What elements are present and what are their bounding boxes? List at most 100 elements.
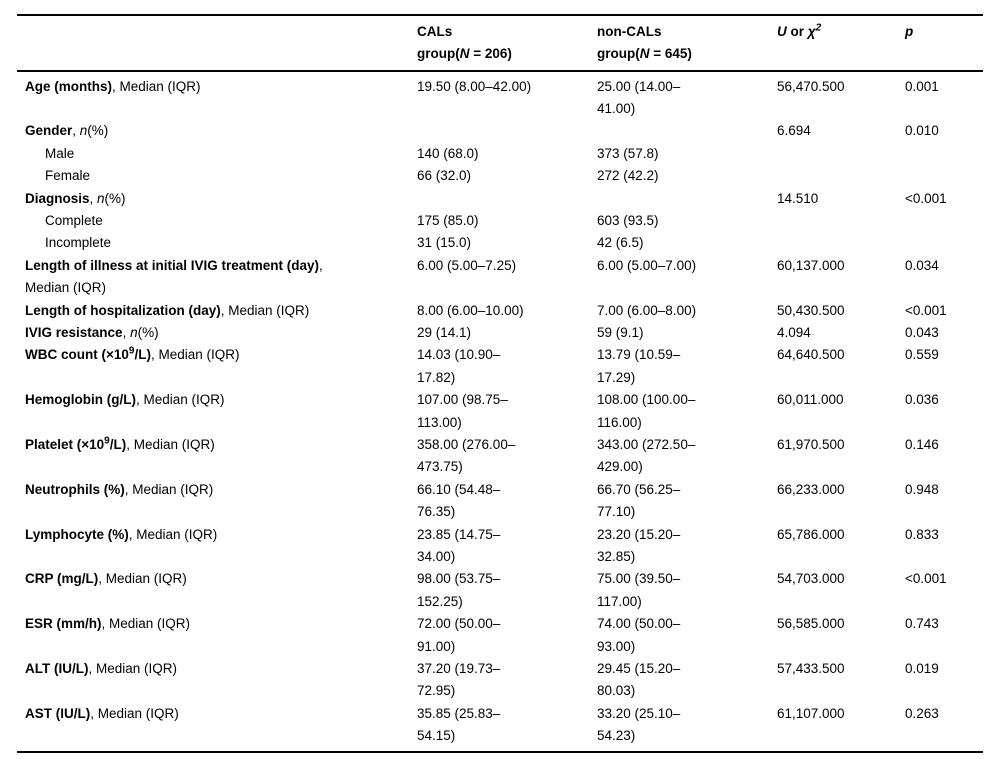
cell-u_chi2 (769, 165, 897, 187)
table-row: Diagnosis, n(%) 14.510 <0.001 (17, 188, 983, 210)
cell-cals: 98.00 (53.75– 152.25) (417, 571, 501, 609)
cell-cals: 19.50 (8.00–42.00) (417, 78, 532, 94)
text-segment: , Median (IQR) (128, 526, 218, 542)
cell-non_cals: 74.00 (50.00– 93.00) (597, 616, 681, 654)
row-label: Female (17, 165, 409, 187)
text-segment: Incomplete (45, 235, 112, 251)
cell-cals: 175 (85.0) (417, 212, 479, 228)
table-row: Platelet (×109/L), Median (IQR) 358.00 (2… (17, 434, 983, 479)
cell-non_cals: 343.00 (272.50– 429.00) (597, 437, 696, 475)
text-segment: non-CALs group( (597, 24, 662, 61)
text-segment: Hemoglobin (g/L) (25, 392, 136, 408)
row-label: IVIG resistance, n(%) (17, 322, 409, 344)
row-label: Complete (17, 210, 409, 232)
row-label: WBC count (×109/L), Median (IQR) (17, 344, 409, 389)
cell-cals: 72.00 (50.00– 91.00) (417, 616, 501, 654)
text-segment: , Median (IQR) (124, 481, 214, 497)
table-header: CALs group(N = 206) non-CALs group(N = 64… (17, 15, 983, 71)
row-label: Lymphocyte (%), Median (IQR) (17, 524, 409, 569)
cell-u_chi2: 50,430.500 (777, 302, 845, 318)
text-segment: , (72, 123, 80, 139)
text-segment: Age (months) (25, 78, 112, 94)
cell-non_cals: 108.00 (100.00– 116.00) (597, 392, 696, 430)
cell-u_chi2: 57,433.500 (777, 661, 845, 677)
cell-u_chi2 (769, 143, 897, 165)
cell-cals: 8.00 (6.00–10.00) (417, 302, 524, 318)
text-segment: , Median (IQR) (98, 571, 187, 587)
text-segment: , Median (IQR) (135, 392, 225, 408)
cell-cals: 23.85 (14.75– 34.00) (417, 526, 501, 565)
row-label: Neutrophils (%), Median (IQR) (17, 479, 409, 524)
cell-p: 0.010 (905, 123, 939, 139)
cell-p (897, 165, 983, 187)
cell-non_cals: 59 (9.1) (597, 324, 644, 340)
text-segment: (%) (137, 324, 159, 340)
text-segment: Male (45, 145, 75, 161)
cell-u_chi2: 60,011.000 (777, 392, 844, 408)
cell-cals: 37.20 (19.73– 72.95) (417, 661, 501, 699)
table-row: Neutrophils (%), Median (IQR) 66.10 (54.4… (17, 479, 983, 524)
cell-p: 0.833 (905, 526, 939, 542)
cell-non_cals: 75.00 (39.50– 117.00) (597, 571, 681, 609)
text-segment: Length of hospitalization (day) (25, 302, 221, 318)
cell-u_chi2: 61,107.000 (777, 705, 845, 721)
text-segment: IVIG resistance (25, 324, 123, 340)
text-segment: = 645) (649, 46, 692, 61)
table-row: IVIG resistance, n(%) 29 (14.1) 59 (9.1) 4.… (17, 322, 983, 344)
text-segment: , Median (IQR) (88, 661, 178, 677)
table-row: AST (IU/L), Median (IQR) 35.85 (25.83– 54… (17, 703, 983, 752)
text-segment: Female (45, 168, 91, 184)
cell-u_chi2 (769, 232, 897, 254)
cell-p (897, 210, 983, 232)
cell-non_cals: 272 (42.2) (597, 168, 659, 184)
text-segment: n (79, 123, 88, 139)
cell-cals: 35.85 (25.83– 54.15) (417, 705, 501, 744)
cell-u_chi2: 64,640.500 (777, 347, 845, 363)
cell-p: 0.019 (905, 661, 939, 677)
table-row: Age (months), Median (IQR) 19.50 (8.00–42… (17, 71, 983, 121)
row-label: Length of hospitalization (day), Median … (17, 300, 409, 322)
table-row: Male 140 (68.0) 373 (57.8) (17, 143, 983, 165)
row-label: Age (months), Median (IQR) (17, 71, 409, 121)
table-row: Length of illness at initial IVIG treatm… (17, 255, 983, 300)
cell-cals: 6.00 (5.00–7.25) (417, 257, 517, 273)
text-segment: , Median (IQR) (101, 616, 191, 632)
text-segment: , Median (IQR) (25, 257, 323, 296)
cell-cals: 66.10 (54.48– 76.35) (417, 481, 501, 520)
cell-p: 0.034 (905, 257, 939, 273)
text-segment: Neutrophils (%) (25, 481, 125, 497)
text-segment: or (786, 24, 808, 39)
cell-p: <0.001 (905, 302, 947, 318)
text-segment: Lymphocyte (%) (25, 526, 129, 542)
cell-p: 0.001 (905, 78, 939, 94)
cell-cals: 31 (15.0) (417, 235, 472, 251)
text-segment: 2 (815, 22, 822, 34)
text-segment: CRP (mg/L) (25, 571, 99, 587)
header-cals: CALs group(N = 206) (409, 15, 589, 71)
text-segment: (%) (87, 123, 109, 139)
text-segment: χ (807, 24, 816, 39)
cell-non_cals: 6.00 (5.00–7.00) (597, 257, 697, 273)
cell-cals: 14.03 (10.90– 17.82) (417, 347, 501, 385)
table-row: Lymphocyte (%), Median (IQR) 23.85 (14.75… (17, 524, 983, 569)
text-segment: p (905, 24, 914, 39)
cell-non_cals (589, 120, 769, 142)
cell-non_cals: 373 (57.8) (597, 145, 659, 161)
text-segment: Complete (45, 212, 103, 228)
text-segment: , Median (IQR) (126, 437, 215, 452)
text-segment: n (130, 324, 138, 340)
cell-u_chi2: 66,233.000 (777, 481, 845, 497)
text-segment: N (639, 46, 650, 61)
header-non_cals: non-CALs group(N = 645) (589, 15, 769, 71)
text-segment: 9 (128, 345, 135, 357)
cell-non_cals: 7.00 (6.00–8.00) (597, 302, 697, 318)
row-label: Diagnosis, n(%) (17, 188, 409, 210)
text-segment: Diagnosis (25, 190, 90, 206)
cell-p: 0.948 (905, 481, 939, 497)
cell-non_cals: 66.70 (56.25– 77.10) (597, 481, 681, 520)
cell-non_cals: 13.79 (10.59– 17.29) (597, 347, 681, 385)
cell-p: 0.043 (905, 324, 939, 340)
cell-non_cals (589, 188, 769, 210)
cell-p: 0.743 (905, 616, 939, 632)
